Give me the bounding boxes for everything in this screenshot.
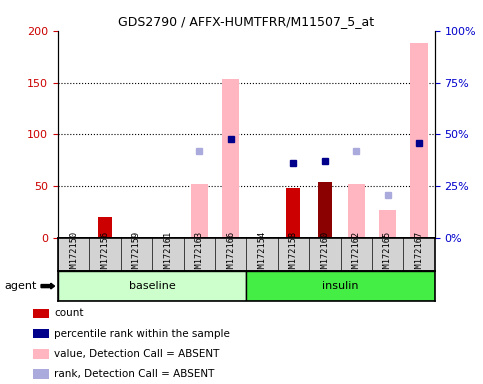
Bar xyxy=(33,369,49,379)
Bar xyxy=(411,43,427,238)
Text: baseline: baseline xyxy=(129,281,175,291)
Text: GSM172158: GSM172158 xyxy=(289,231,298,278)
Text: insulin: insulin xyxy=(322,281,359,291)
Text: GSM172162: GSM172162 xyxy=(352,231,361,278)
Bar xyxy=(191,184,208,238)
Bar xyxy=(348,184,365,238)
Title: GDS2790 / AFFX-HUMTFRR/M11507_5_at: GDS2790 / AFFX-HUMTFRR/M11507_5_at xyxy=(118,15,374,28)
Text: rank, Detection Call = ABSENT: rank, Detection Call = ABSENT xyxy=(54,369,214,379)
Bar xyxy=(246,271,435,301)
Text: agent: agent xyxy=(5,281,37,291)
Bar xyxy=(33,309,49,318)
Text: GSM172156: GSM172156 xyxy=(100,231,110,278)
Text: GSM172160: GSM172160 xyxy=(320,231,329,278)
Bar xyxy=(286,188,300,238)
Text: GSM172154: GSM172154 xyxy=(257,231,267,278)
Text: GSM172163: GSM172163 xyxy=(195,231,204,278)
Bar xyxy=(379,210,396,238)
Bar xyxy=(98,217,112,238)
Bar xyxy=(33,329,49,338)
Text: GSM172167: GSM172167 xyxy=(414,231,424,278)
Text: GSM172150: GSM172150 xyxy=(69,231,78,278)
Bar xyxy=(33,349,49,359)
Bar xyxy=(58,271,246,301)
Text: GSM172166: GSM172166 xyxy=(226,231,235,278)
Text: GSM172161: GSM172161 xyxy=(163,231,172,278)
Text: value, Detection Call = ABSENT: value, Detection Call = ABSENT xyxy=(54,349,219,359)
Text: percentile rank within the sample: percentile rank within the sample xyxy=(54,329,230,339)
Text: count: count xyxy=(54,308,84,318)
Text: GSM172165: GSM172165 xyxy=(383,231,392,278)
Bar xyxy=(222,79,239,238)
Bar xyxy=(318,182,332,238)
Text: GSM172159: GSM172159 xyxy=(132,231,141,278)
